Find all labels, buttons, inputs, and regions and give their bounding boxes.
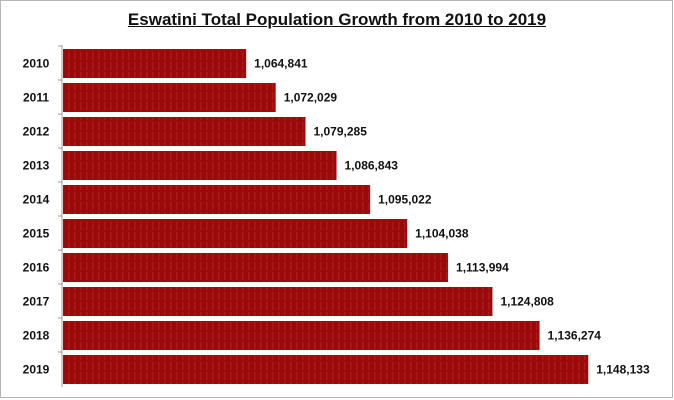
data-label: 1,124,808	[500, 295, 554, 309]
bar-2013	[63, 151, 337, 180]
data-label: 1,079,285	[313, 125, 367, 139]
bar-2017	[63, 287, 493, 316]
data-label: 1,104,038	[415, 227, 469, 241]
category-label: 2019	[23, 363, 50, 377]
bar-2015	[63, 219, 408, 248]
data-label: 1,086,843	[345, 159, 399, 173]
bar-2010	[63, 49, 247, 78]
category-label: 2016	[23, 261, 50, 275]
bar-2011	[63, 83, 276, 112]
category-label: 2011	[23, 91, 49, 105]
bar-2016	[63, 253, 449, 282]
category-label: 2013	[23, 159, 50, 173]
category-label: 2014	[23, 193, 50, 207]
category-label: 2017	[23, 295, 50, 309]
chart-title: Eswatini Total Population Growth from 20…	[127, 10, 547, 29]
data-label: 1,064,841	[254, 57, 308, 71]
data-label: 1,148,133	[596, 363, 650, 377]
bar-2019	[63, 355, 589, 384]
data-label: 1,113,994	[456, 261, 509, 275]
category-label: 2012	[23, 125, 50, 139]
data-label: 1,136,274	[548, 329, 602, 343]
bar-2018	[63, 321, 540, 350]
category-label: 2010	[23, 57, 50, 71]
category-label: 2018	[23, 329, 50, 343]
bar-2014	[63, 185, 371, 214]
data-label: 1,095,022	[378, 193, 432, 207]
category-label: 2015	[23, 227, 50, 241]
data-label: 1,072,029	[284, 91, 338, 105]
bar-2012	[63, 117, 306, 146]
